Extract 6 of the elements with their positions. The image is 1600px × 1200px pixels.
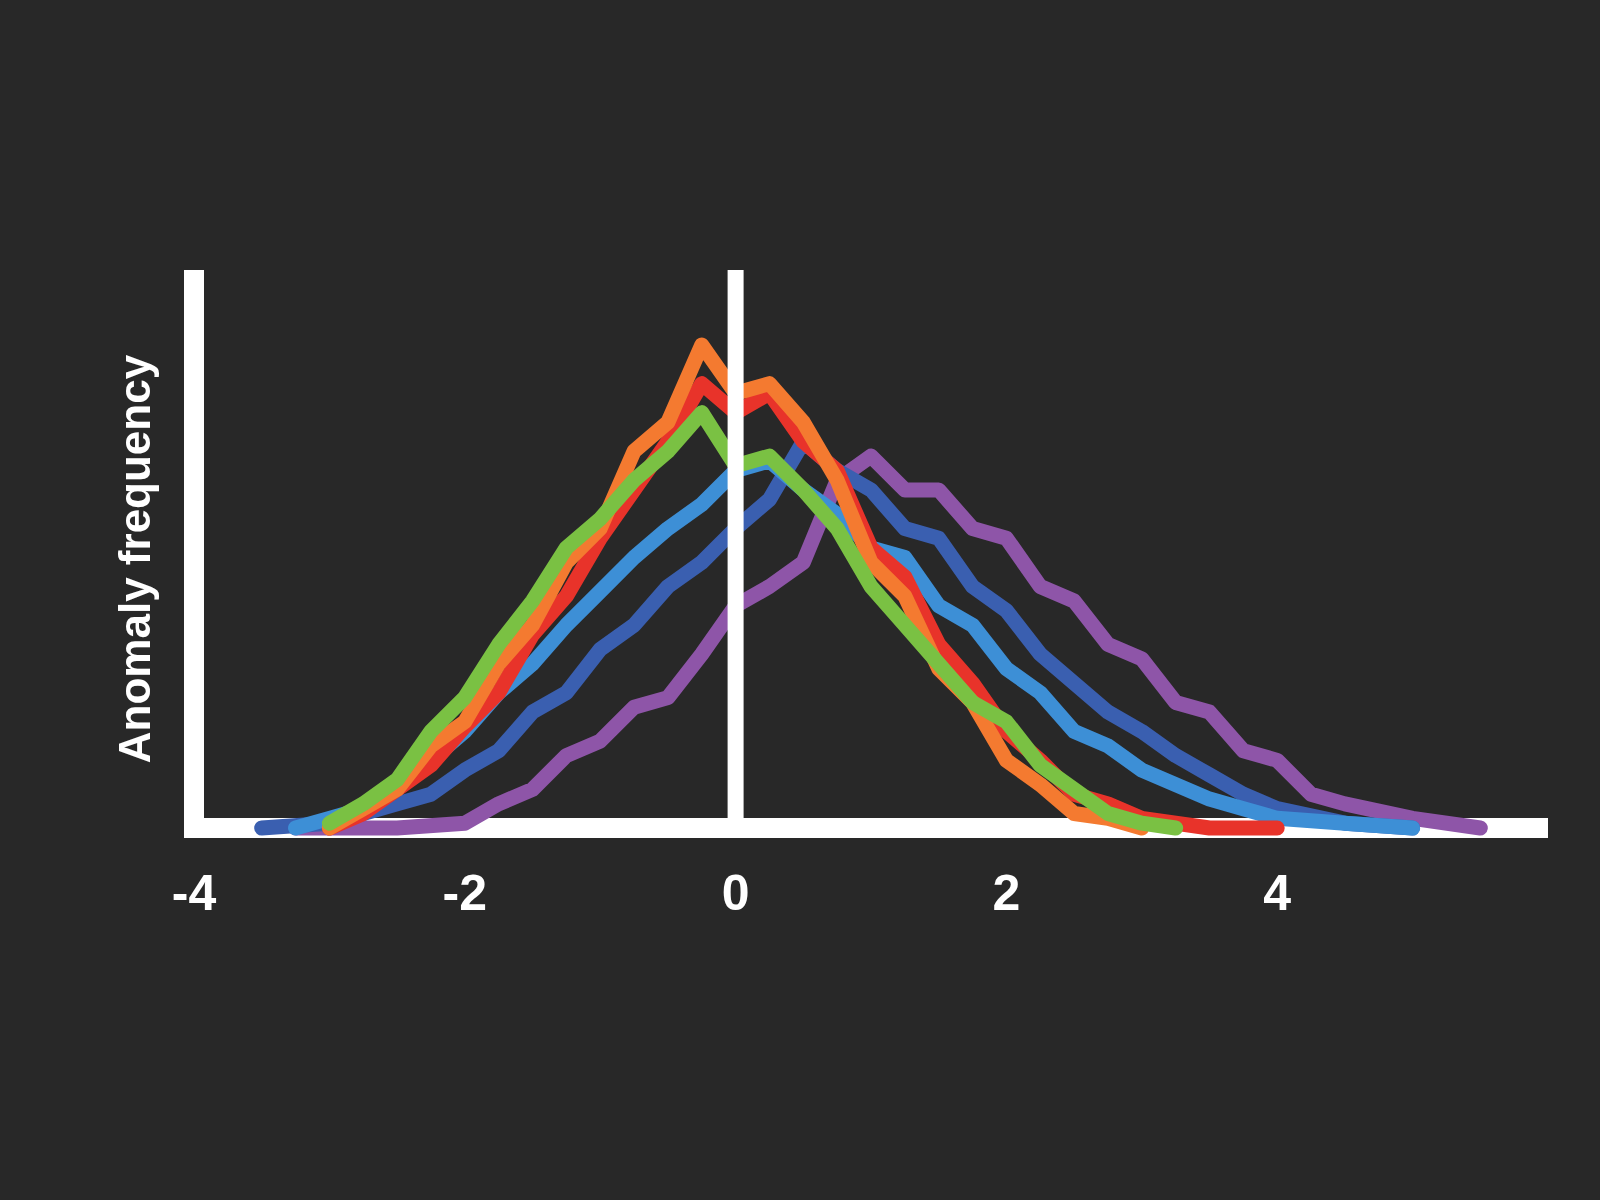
x-tick-label: 2 (992, 865, 1021, 921)
x-tick-label: 0 (721, 865, 750, 921)
x-tick-label: 4 (1263, 865, 1292, 921)
x-tick-label: -2 (442, 865, 488, 921)
x-tick-label: -4 (171, 865, 217, 921)
y-axis-title: Anomaly frequency (110, 354, 159, 764)
